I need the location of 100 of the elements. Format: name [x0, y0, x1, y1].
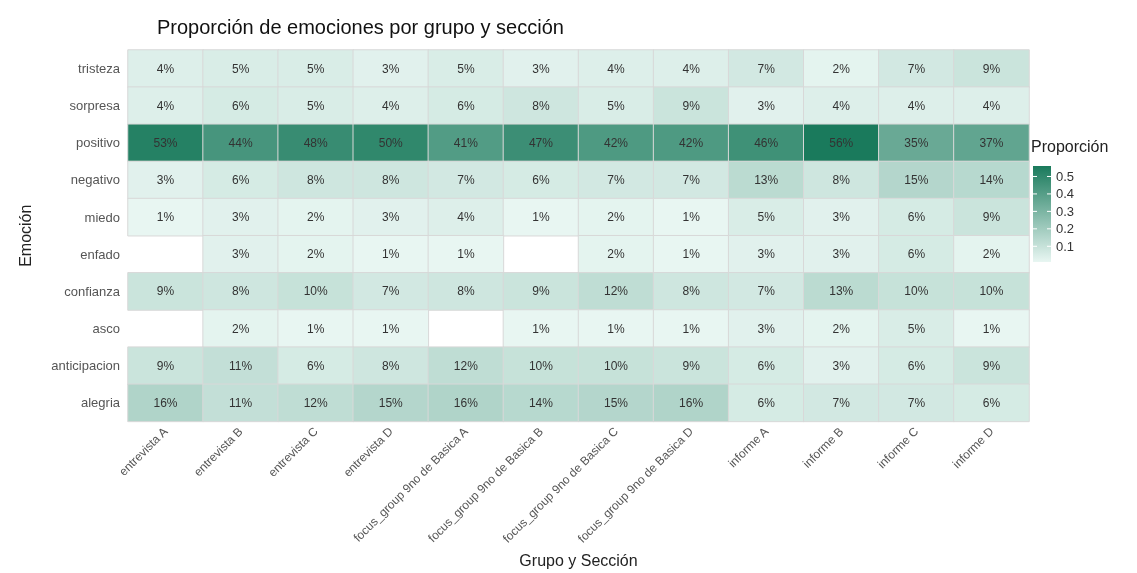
data-label: 9%	[982, 61, 1001, 76]
data-label: 5%	[457, 61, 475, 76]
data-label: 7%	[907, 395, 926, 410]
data-label: 46%	[754, 135, 779, 150]
data-label: 4%	[907, 98, 926, 113]
data-label: 1%	[382, 247, 400, 262]
y-tick-label: alegria	[80, 395, 121, 411]
data-label: 1%	[156, 210, 175, 225]
data-label: 3%	[757, 321, 776, 336]
y-tick-label: confianza	[64, 283, 121, 299]
data-label: 4%	[382, 98, 400, 113]
data-label: 4%	[682, 61, 701, 76]
data-label: 4%	[832, 98, 851, 113]
data-label: 2%	[307, 210, 325, 225]
data-label: 10%	[303, 284, 329, 299]
data-label: 3%	[832, 358, 851, 373]
data-label: 6%	[907, 210, 926, 225]
data-label: 3%	[231, 247, 250, 262]
data-label: 50%	[378, 135, 404, 150]
data-label: 8%	[382, 172, 400, 187]
data-label: 8%	[532, 98, 550, 113]
data-label: 2%	[607, 210, 626, 225]
data-label: 3%	[382, 210, 400, 225]
data-label: 7%	[757, 284, 776, 299]
data-label: 6%	[907, 358, 926, 373]
data-label: 3%	[832, 210, 851, 225]
data-label: 7%	[832, 395, 851, 410]
data-label: 2%	[982, 247, 1001, 262]
data-label: 8%	[231, 284, 250, 299]
data-label: 41%	[453, 135, 479, 150]
data-label: 10%	[528, 358, 554, 373]
data-label: 6%	[231, 172, 250, 187]
data-label: 3%	[156, 172, 175, 187]
color-bar-label: 0.2	[1056, 221, 1075, 237]
y-tick-label: asco	[92, 321, 120, 337]
data-label: 9%	[156, 284, 175, 299]
data-label: 48%	[303, 135, 329, 150]
data-label: 8%	[382, 358, 400, 373]
y-tick-label: positivo	[75, 135, 120, 151]
data-label: 37%	[979, 135, 1004, 150]
data-label: 9%	[982, 210, 1001, 225]
data-label: 4%	[156, 98, 175, 113]
x-axis-title: Grupo y Sección	[519, 551, 638, 569]
data-label: 4%	[457, 210, 475, 225]
data-label: 1%	[682, 247, 701, 262]
data-label: 3%	[757, 98, 776, 113]
data-label: 2%	[307, 247, 325, 262]
data-label: 9%	[682, 358, 701, 373]
data-label: 6%	[307, 358, 325, 373]
data-label: 7%	[457, 172, 475, 187]
data-label: 15%	[904, 172, 929, 187]
data-label: 6%	[982, 395, 1001, 410]
data-label: 8%	[682, 284, 701, 299]
color-bar-label: 0.4	[1056, 186, 1075, 202]
data-label: 1%	[307, 321, 325, 336]
data-label: 6%	[907, 247, 926, 262]
data-label: 7%	[607, 172, 626, 187]
data-label: 15%	[378, 395, 404, 410]
data-label: 12%	[604, 284, 629, 299]
data-label: 53%	[153, 135, 178, 150]
data-label: 5%	[307, 98, 325, 113]
data-label: 3%	[231, 210, 250, 225]
data-label: 1%	[532, 210, 550, 225]
data-label: 3%	[757, 247, 776, 262]
data-label: 11%	[229, 358, 253, 373]
data-label: 4%	[607, 61, 626, 76]
data-label: 9%	[532, 284, 550, 299]
data-label: 6%	[457, 98, 475, 113]
data-label: 7%	[757, 61, 776, 76]
data-label: 13%	[829, 284, 854, 299]
y-axis-title: Emoción	[16, 204, 34, 267]
color-bar-label: 0.5	[1056, 168, 1075, 184]
data-label: 10%	[979, 284, 1004, 299]
data-label: 5%	[307, 61, 325, 76]
data-label: 35%	[904, 135, 929, 150]
data-label: 1%	[682, 321, 701, 336]
y-tick-label: negativo	[70, 172, 120, 188]
y-tick-label: anticipacion	[51, 358, 120, 374]
data-label: 16%	[679, 395, 704, 410]
data-label: 5%	[907, 321, 926, 336]
data-label: 9%	[982, 358, 1001, 373]
data-label: 6%	[231, 98, 250, 113]
data-label: 12%	[453, 358, 479, 373]
data-label: 1%	[607, 321, 626, 336]
data-label: 6%	[757, 395, 776, 410]
data-label: 1%	[457, 247, 475, 262]
data-label: 5%	[231, 61, 250, 76]
legend-title: Proporción	[1031, 137, 1109, 155]
data-label: 4%	[982, 98, 1001, 113]
data-label: 6%	[532, 172, 550, 187]
data-label: 16%	[453, 395, 479, 410]
data-label: 2%	[832, 61, 851, 76]
y-tick-label: tristeza	[78, 61, 121, 77]
data-label: 5%	[757, 210, 776, 225]
data-label: 12%	[303, 395, 329, 410]
data-label: 8%	[832, 172, 851, 187]
data-label: 14%	[528, 395, 554, 410]
y-tick-label: miedo	[84, 209, 120, 225]
data-label: 6%	[757, 358, 776, 373]
data-label: 10%	[904, 284, 929, 299]
